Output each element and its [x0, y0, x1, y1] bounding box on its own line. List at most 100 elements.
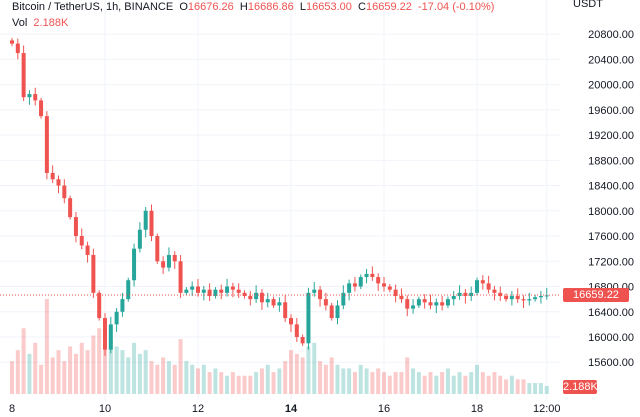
volume-bar	[347, 368, 352, 394]
volume-bar	[56, 350, 61, 394]
candle-body	[364, 273, 369, 278]
candle-body	[21, 53, 26, 98]
candle-body	[33, 94, 38, 101]
volume-bar	[271, 372, 276, 394]
time-tick-label: 12:00	[533, 403, 561, 415]
volume-bar	[230, 372, 235, 394]
volume-bar	[155, 364, 160, 394]
volume-bar	[323, 364, 328, 394]
volume-bar	[15, 350, 20, 394]
volume-bar	[254, 372, 259, 394]
price-tick-label: 16000.00	[588, 332, 634, 344]
candle-body	[172, 254, 177, 262]
candle-body	[10, 40, 14, 44]
volume-bar	[393, 372, 398, 394]
volume-bar	[196, 368, 200, 394]
volume-bar	[352, 372, 357, 394]
time-tick-label: 14	[285, 403, 298, 415]
candle-body	[480, 280, 485, 284]
volume-bar	[463, 375, 468, 394]
candle-body	[219, 289, 224, 293]
volume-bar	[370, 372, 375, 394]
candle-body	[248, 295, 253, 300]
candle-body	[68, 198, 73, 218]
candle-body	[201, 289, 206, 293]
volume-bar	[225, 375, 230, 394]
volume-bar	[329, 357, 334, 394]
candle-body	[422, 299, 427, 303]
candle-body	[15, 43, 20, 54]
candle-body	[399, 295, 404, 300]
candle-body	[271, 299, 276, 306]
price-axis: 20800.00 20400.00 20000.00 19600.00 19200.00…	[588, 29, 634, 369]
last-price-tag: 16659.22	[563, 288, 629, 302]
price-tick-label: 18800.00	[588, 155, 634, 167]
time-tick-label: 12	[192, 403, 204, 415]
volume-bar	[318, 361, 323, 394]
volume-bar	[27, 353, 32, 394]
price-tick-label: 15600.00	[588, 357, 634, 369]
volume-bar	[149, 361, 154, 394]
volume-bar	[207, 372, 212, 394]
volume-bar	[213, 368, 218, 394]
volume-bar	[434, 375, 439, 394]
candle-body	[44, 116, 49, 173]
volume-bar	[457, 372, 462, 394]
volume-bar	[538, 383, 543, 394]
candle-body	[440, 302, 445, 306]
volume-bar	[364, 368, 369, 394]
candle-body	[416, 299, 421, 306]
volume-bar	[33, 342, 38, 394]
candle-body	[329, 305, 334, 319]
candle-body	[143, 210, 148, 230]
candle-body	[445, 299, 450, 306]
candle-body	[428, 302, 433, 306]
symbol-title: Bitcoin / TetherUS, 1h, BINANCE	[12, 1, 174, 13]
candle-body	[259, 292, 264, 303]
candle-body	[114, 311, 119, 325]
price-tick-label: 16400.00	[588, 307, 634, 319]
time-tick-label: 16	[378, 403, 390, 415]
price-tick-label: 20400.00	[588, 54, 634, 66]
volume-bar	[265, 364, 270, 394]
candle-body	[230, 286, 235, 290]
volume-bar	[416, 372, 421, 394]
volume-bar	[422, 375, 427, 394]
candle-body	[213, 289, 218, 296]
volume-bar	[509, 375, 514, 394]
volume-bar	[161, 357, 166, 394]
volume-bar	[97, 328, 102, 394]
candle-body	[382, 283, 386, 287]
volume-bar	[445, 368, 450, 394]
volume-bar	[475, 364, 479, 394]
volume-bar	[498, 375, 503, 394]
high-value: 16686.86	[247, 1, 294, 13]
candle-body	[79, 236, 84, 246]
volume-bar	[289, 350, 293, 394]
open-label: O	[179, 1, 188, 13]
candle-body	[178, 261, 183, 293]
volume-bar	[62, 361, 67, 394]
volume-bar	[283, 361, 288, 394]
volume-bar	[382, 372, 386, 394]
candle-body	[225, 286, 230, 293]
volume-bar	[68, 346, 73, 394]
candle-body	[207, 289, 212, 296]
candle-body	[108, 324, 113, 350]
candle-body	[132, 248, 137, 281]
candle-body	[190, 286, 195, 290]
candle-body	[411, 305, 416, 309]
volume-bar	[236, 375, 241, 394]
candle-body	[85, 245, 90, 255]
volume-bar	[132, 342, 137, 394]
candle-body	[504, 295, 509, 300]
candle-body	[137, 229, 142, 249]
candle-body	[352, 283, 357, 287]
volume-bar	[376, 368, 381, 394]
candle-body	[486, 283, 491, 290]
currency-unit: USDT	[573, 0, 603, 10]
time-tick-label: 18	[471, 403, 483, 415]
volume-bar	[312, 342, 317, 394]
volume-bar	[300, 357, 305, 394]
